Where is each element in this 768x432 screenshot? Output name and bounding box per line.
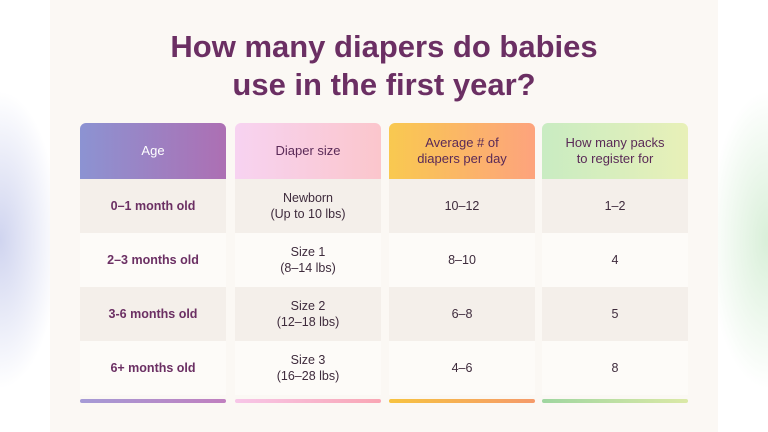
size-cell: Size 1 (8–14 lbs) xyxy=(235,233,381,287)
age-column: Age 0–1 month old 2–3 months old 3-6 mon… xyxy=(80,123,226,403)
title-line-1: How many diapers do babies xyxy=(170,29,598,64)
per-day-cell: 4–6 xyxy=(389,341,535,395)
size-column: Diaper size Newborn (Up to 10 lbs) Size … xyxy=(235,123,381,403)
per-day-cell: 10–12 xyxy=(389,179,535,233)
size-weight: (8–14 lbs) xyxy=(280,261,336,275)
diaper-table: Age 0–1 month old 2–3 months old 3-6 mon… xyxy=(80,123,688,403)
packs-header-line-1: How many packs xyxy=(565,135,665,150)
size-name: Size 3 xyxy=(290,353,326,367)
packs-cell: 8 xyxy=(542,341,688,395)
title-line-2: use in the first year? xyxy=(232,67,536,102)
packs-column: How many packs to register for 1–2 4 5 8 xyxy=(542,123,688,403)
size-cell: Newborn (Up to 10 lbs) xyxy=(235,179,381,233)
size-weight: (12–18 lbs) xyxy=(276,315,340,329)
packs-cell: 4 xyxy=(542,233,688,287)
right-edge-glow xyxy=(708,90,768,390)
age-cell: 0–1 month old xyxy=(80,179,226,233)
size-cell: Size 3 (16–28 lbs) xyxy=(235,341,381,395)
packs-header-line-2: to register for xyxy=(576,151,654,166)
size-cell: Size 2 (12–18 lbs) xyxy=(235,287,381,341)
age-header: Age xyxy=(80,123,226,179)
packs-header: How many packs to register for xyxy=(542,123,688,179)
per-day-header: Average # of diapers per day xyxy=(389,123,535,179)
page-title: How many diapers do babies use in the fi… xyxy=(50,28,718,104)
packs-cell: 5 xyxy=(542,287,688,341)
age-cell: 3-6 months old xyxy=(80,287,226,341)
per-day-column-underline xyxy=(389,399,535,403)
per-day-header-line-1: Average # of xyxy=(425,135,499,150)
size-name: Newborn xyxy=(282,191,334,205)
age-column-underline xyxy=(80,399,226,403)
size-weight: (Up to 10 lbs) xyxy=(270,207,346,221)
per-day-cell: 8–10 xyxy=(389,233,535,287)
size-column-underline xyxy=(235,399,381,403)
size-weight: (16–28 lbs) xyxy=(276,369,340,383)
size-name: Size 1 xyxy=(290,245,326,259)
per-day-header-line-2: diapers per day xyxy=(417,151,507,166)
age-header-label: Age xyxy=(141,143,165,158)
size-header: Diaper size xyxy=(235,123,381,179)
size-name: Size 2 xyxy=(290,299,326,313)
per-day-column: Average # of diapers per day 10–12 8–10 … xyxy=(389,123,535,403)
size-header-label: Diaper size xyxy=(275,143,341,158)
age-cell: 6+ months old xyxy=(80,341,226,395)
packs-column-underline xyxy=(542,399,688,403)
per-day-cell: 6–8 xyxy=(389,287,535,341)
packs-cell: 1–2 xyxy=(542,179,688,233)
age-cell: 2–3 months old xyxy=(80,233,226,287)
